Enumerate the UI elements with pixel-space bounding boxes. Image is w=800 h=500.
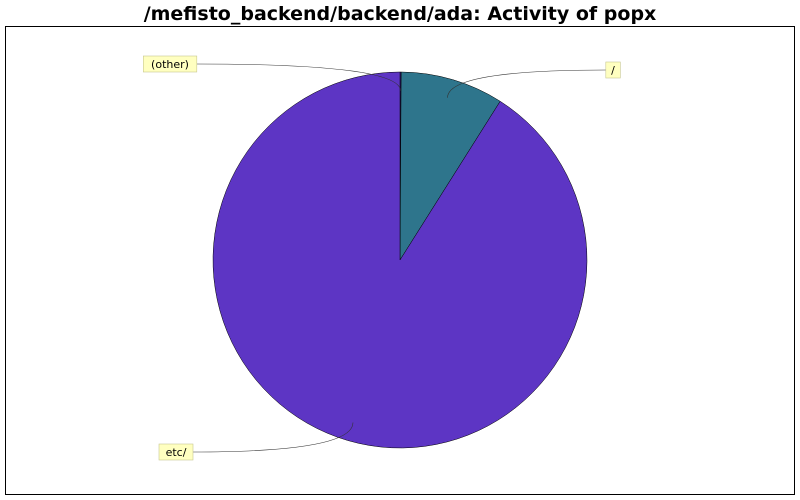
slice-label: /	[611, 64, 615, 77]
slice-label: (other)	[151, 58, 189, 71]
slice-label-box	[143, 55, 198, 73]
chart-title: /mefisto_backend/backend/ada: Activity o…	[143, 3, 657, 25]
leader-line	[447, 69, 606, 98]
leader-lines	[192, 63, 606, 453]
slice-labels: (other) / etc/	[143, 55, 621, 461]
pie-slice	[212, 71, 588, 449]
pie-slice	[399, 71, 501, 261]
slice-label-box	[605, 61, 621, 79]
slice-label-box	[158, 443, 194, 461]
pie-slices	[212, 71, 588, 449]
leader-line	[192, 422, 354, 453]
slice-label: etc/	[166, 446, 187, 459]
leader-line	[196, 63, 401, 91]
